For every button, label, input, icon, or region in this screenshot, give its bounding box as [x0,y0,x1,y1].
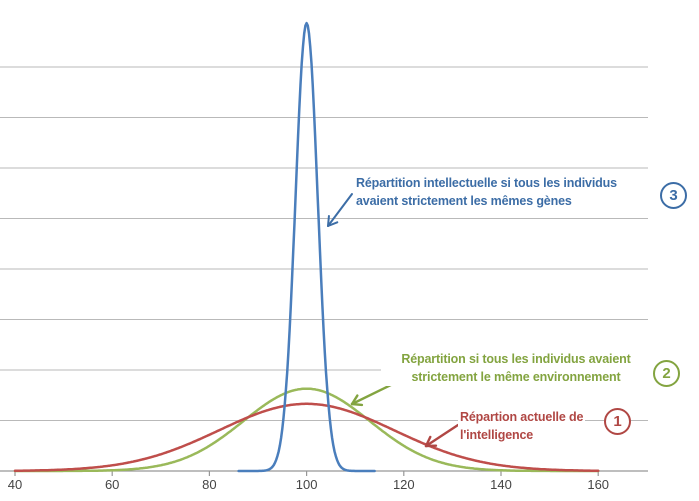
annotation-genes-label: Répartition intellectuelle si tous les i… [354,175,619,210]
x-tick-label: 40 [8,477,22,492]
curve-environment [13,387,600,473]
arrow-actual [424,423,460,448]
x-tick-label: 140 [490,477,512,492]
annotation-environment-label: Répartition si tous les individus avaien… [381,351,651,386]
arrow-environment-head [350,402,364,407]
annotation-actual-number-badge: 1 [604,408,631,435]
x-tick-label: 160 [587,477,609,492]
arrow-environment-head [350,394,359,406]
annotation-environment-line2: strictement le même environnement [411,369,621,384]
curve-actual [13,402,600,472]
x-tick-label: 120 [393,477,415,492]
annotation-environment-number-badge: 2 [653,360,680,387]
annotation-genes-number-badge: 3 [660,182,687,209]
arrow-genes [327,193,353,227]
curve-genes [237,21,376,473]
x-tick-label: 80 [202,477,216,492]
annotation-actual-line2: l'intelligence [460,427,534,442]
arrow-actual-head [424,435,432,448]
annotation-environment-line1: Répartition si tous les individus avaien… [401,352,631,366]
x-tick-label: 100 [296,477,318,492]
annotation-actual-label: Répartion actuelle de l'intelligence [458,409,586,444]
annotation-genes-line1: Répartition intellectuelle si tous les i… [356,176,617,190]
annotation-actual-line1: Répartion actuelle de [460,410,584,424]
x-tick-label: 60 [105,477,119,492]
annotation-genes-line2: avaient strictement les mêmes gènes [356,193,572,208]
arrow-genes-head [327,215,330,227]
arrow-genes-head [327,221,339,227]
